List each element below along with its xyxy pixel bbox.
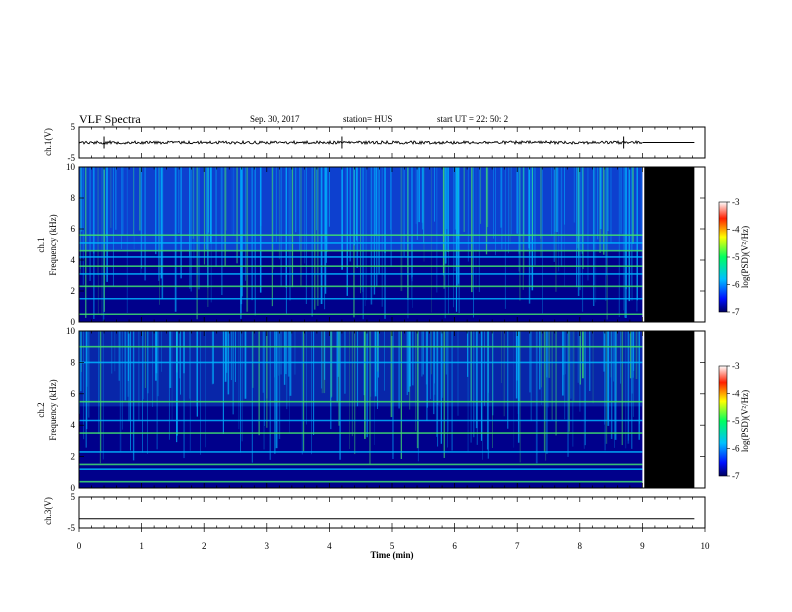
ch1-colorbar: -3 -4 -5 -6 -7 log(PSD)(V²/Hz)	[718, 197, 750, 317]
colorbar-tick-label: -7	[732, 307, 740, 317]
y-tick-label: 6	[71, 224, 76, 234]
colorbar-tick-label: -5	[732, 416, 740, 426]
colorbar-tick-label: -3	[732, 197, 740, 207]
colorbar-tick-label: -5	[732, 252, 740, 262]
figure-title: VLF Spectra	[79, 112, 141, 126]
ch2-colorbar: -3 -4 -5 -6 -7 log(PSD)(V²/Hz)	[718, 361, 750, 481]
colorbar-tick-label: -6	[732, 444, 740, 454]
x-tick-label: 5	[390, 541, 395, 551]
colorbar-tick-label: -7	[732, 471, 740, 481]
y-tick-label: -5	[68, 523, 76, 533]
x-tick-label: 1	[139, 541, 144, 551]
y-tick-label: 5	[71, 122, 76, 132]
header-start-time: start UT = 22: 50: 2	[437, 114, 508, 124]
ch1-spectrogram-ylabel-top: ch.1	[36, 237, 46, 252]
x-tick-label: 6	[452, 541, 457, 551]
colorbar-tick-label: -4	[732, 225, 740, 235]
colorbar-tick-label: -4	[732, 389, 740, 399]
y-tick-label: 4	[71, 255, 76, 265]
ch1-spectrogram-panel	[79, 167, 695, 322]
header-station: station= HUS	[343, 114, 392, 124]
y-tick-label: 2	[71, 452, 76, 462]
x-axis-label: Time (min)	[370, 550, 413, 560]
y-tick-label: 6	[71, 389, 76, 399]
y-tick-label: 10	[66, 162, 76, 172]
y-tick-label: 10	[66, 326, 76, 336]
no-data-region	[644, 331, 695, 488]
x-tick-label: 10	[701, 541, 711, 551]
ch1-colorbar-label: log(PSD)(V²/Hz)	[740, 226, 750, 288]
no-data-region	[644, 167, 695, 322]
x-tick-label: 8	[578, 541, 583, 551]
colorbar-tick-label: -3	[732, 361, 740, 371]
spectrogram-texture	[79, 167, 643, 322]
ch1-waveform-trace	[78, 139, 643, 146]
y-tick-label: 8	[71, 357, 76, 367]
y-tick-label: 2	[71, 286, 76, 296]
x-tick-label: 7	[515, 541, 520, 551]
ch2-colorbar-gradient	[718, 365, 728, 477]
x-tick-label: 0	[77, 541, 82, 551]
colorbar-tick-label: -6	[732, 280, 740, 290]
ch1-waveform-ylabel: ch.1(V)	[43, 128, 53, 156]
y-tick-label: 0	[71, 483, 76, 493]
y-tick-label: 0	[71, 317, 76, 327]
ch1-colorbar-gradient	[718, 201, 728, 313]
y-tick-label: 5	[71, 492, 76, 502]
x-tick-label: 9	[640, 541, 645, 551]
spectrogram-texture	[78, 331, 643, 465]
ch2-spectrogram-panel	[78, 331, 695, 488]
x-tick-label: 3	[265, 541, 270, 551]
ch2-spectrogram-ylabel: Frequency (kHz)	[48, 379, 58, 440]
x-tick-label: 2	[202, 541, 207, 551]
ch1-spectrogram-ylabel: Frequency (kHz)	[48, 214, 58, 275]
x-tick-label: 4	[327, 541, 332, 551]
y-tick-label: 8	[71, 193, 76, 203]
ch2-spectrogram-ylabel-top: ch.2	[36, 402, 46, 417]
ch2-colorbar-label: log(PSD)(V²/Hz)	[740, 390, 750, 452]
header-date: Sep. 30, 2017	[250, 114, 300, 124]
ch3-waveform-ylabel: ch.3(V)	[43, 497, 53, 525]
y-tick-label: 4	[71, 420, 76, 430]
ch1-waveform-panel	[78, 136, 695, 149]
y-tick-label: -5	[68, 153, 76, 163]
